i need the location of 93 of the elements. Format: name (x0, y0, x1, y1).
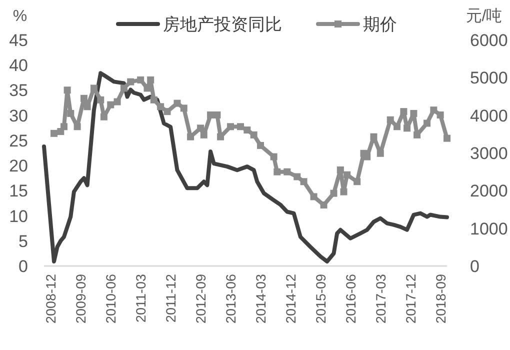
point (294, 173, 301, 180)
y-tick-label: 10 (9, 206, 28, 226)
point (97, 96, 104, 104)
y-tick-label: 15 (9, 182, 28, 201)
point (64, 86, 71, 94)
point (344, 171, 351, 178)
y2-tick-label: 2000 (470, 182, 508, 201)
x-tick-label: 2014-03 (253, 274, 268, 324)
point (436, 111, 444, 118)
point (187, 133, 194, 140)
point (114, 98, 121, 106)
y-tick-label: 40 (9, 56, 28, 76)
point (197, 124, 204, 132)
point (410, 110, 418, 117)
y2-axis-title: 元/吨 (466, 7, 502, 25)
y-tick-label: 25 (9, 131, 28, 150)
x-tick-label: 2016-06 (343, 274, 358, 324)
point (250, 131, 258, 138)
x-tick-label: 2017-03 (373, 274, 388, 324)
point (67, 110, 74, 117)
point (84, 103, 91, 110)
x-tick-label: 2015-09 (313, 274, 328, 324)
y2-tick-label: 1000 (470, 219, 508, 238)
point (414, 131, 421, 138)
x-tick-label: 2014-12 (283, 274, 298, 324)
point (444, 134, 450, 142)
x-tick-label: 2013-06 (224, 274, 239, 324)
point (336, 166, 344, 174)
y-axis-title: % (12, 8, 28, 25)
point (400, 108, 408, 116)
point (340, 188, 348, 196)
y-tick-label: 0 (18, 257, 28, 276)
point (237, 123, 244, 130)
point (90, 84, 98, 92)
point (180, 104, 188, 112)
y2-tick-label: 3000 (470, 144, 508, 163)
point (60, 123, 68, 130)
legend-label: 房地产投资同比 (163, 15, 282, 34)
point (50, 130, 58, 137)
point (74, 123, 81, 130)
y2-tick-label: 6000 (470, 31, 508, 50)
x-tick-label: 2010-06 (104, 274, 119, 324)
point (150, 96, 158, 104)
line-series (42, 71, 449, 264)
point (107, 101, 114, 108)
y2-tick-label: 0 (470, 257, 480, 276)
x-tick-label: 2017-12 (403, 274, 418, 324)
y-tick-label: 20 (9, 156, 28, 176)
point (164, 108, 171, 116)
point (217, 133, 224, 140)
point (227, 123, 234, 130)
x-tick-label: 2012-09 (194, 274, 209, 324)
point (207, 111, 214, 118)
point (320, 201, 328, 208)
point (394, 123, 401, 130)
point (274, 168, 281, 176)
point (300, 178, 308, 186)
y-tick-label: 30 (9, 106, 28, 126)
y-tick-label: 45 (9, 31, 28, 50)
point (200, 131, 208, 138)
point (310, 193, 318, 200)
point (354, 178, 361, 186)
point (147, 76, 154, 84)
point (120, 84, 128, 92)
y2-tick-label: 4000 (470, 106, 508, 126)
point (137, 76, 144, 84)
point (404, 124, 411, 132)
x-tick-label: 2009-09 (74, 274, 89, 324)
point (424, 120, 431, 127)
y-tick-label: 35 (9, 81, 28, 100)
legend-label: 期价 (363, 15, 397, 34)
point (174, 100, 181, 107)
point (256, 142, 264, 149)
point (364, 153, 371, 160)
point (370, 133, 378, 140)
point (80, 94, 88, 102)
point (214, 111, 221, 118)
point (386, 116, 394, 124)
x-tick-label: 2008-12 (44, 274, 59, 324)
point (100, 113, 108, 120)
point (270, 153, 278, 160)
x-tick-label: 2011-12 (164, 274, 179, 323)
point (284, 168, 291, 176)
point (244, 126, 251, 134)
point (157, 103, 164, 110)
y-tick-label: 5 (18, 232, 28, 251)
point (430, 106, 438, 114)
y2-tick-label: 5000 (470, 68, 508, 88)
x-tick-label: 2018-09 (433, 274, 448, 324)
point (127, 78, 134, 86)
x-tick-label: 2011-03 (134, 274, 149, 323)
point (330, 190, 338, 197)
point (376, 150, 384, 157)
